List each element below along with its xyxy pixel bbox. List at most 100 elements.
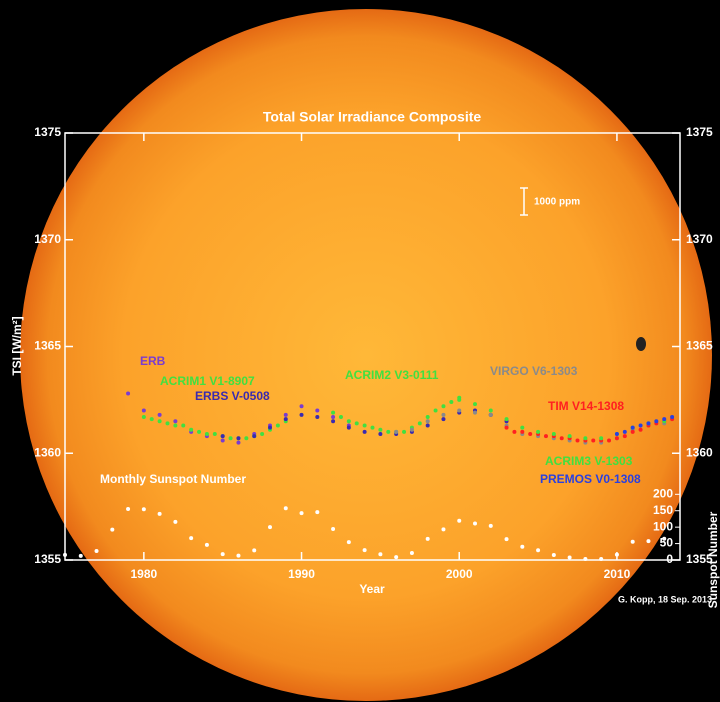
data-point — [638, 427, 643, 432]
data-point — [599, 556, 604, 561]
data-point — [536, 548, 541, 553]
data-point — [457, 408, 462, 413]
data-point — [94, 548, 99, 553]
data-point — [630, 539, 635, 544]
data-point — [528, 432, 533, 437]
data-point — [126, 506, 131, 511]
series-label: TIM V14-1308 — [548, 399, 624, 413]
y-tick-label: 1370 — [34, 232, 61, 246]
series-label: ACRIM1 V1-8907 — [160, 374, 255, 388]
data-point — [204, 542, 209, 547]
data-point — [181, 423, 186, 428]
data-point — [157, 419, 162, 424]
data-point — [141, 507, 146, 512]
data-point — [488, 408, 493, 413]
data-point — [520, 425, 525, 430]
data-point — [457, 397, 462, 402]
x-tick-label: 2010 — [604, 567, 631, 581]
sun-disk — [20, 9, 712, 701]
y-tick-label: 1365 — [34, 339, 61, 353]
data-point — [173, 423, 178, 428]
y2-tick-label: 0 — [666, 552, 673, 566]
data-point — [394, 555, 399, 560]
data-point — [331, 414, 336, 419]
data-point — [567, 555, 572, 560]
data-point — [141, 408, 146, 413]
data-point — [212, 432, 217, 437]
data-point — [670, 414, 675, 419]
data-point — [268, 525, 272, 530]
data-point — [473, 402, 477, 407]
series-label: ACRIM2 V3-0111 — [345, 368, 439, 382]
data-point — [662, 536, 667, 541]
data-point — [362, 423, 367, 428]
data-point — [504, 425, 509, 430]
data-point — [488, 523, 493, 528]
data-point — [654, 419, 659, 424]
data-point — [441, 417, 446, 422]
data-point — [236, 436, 241, 441]
data-point — [441, 404, 446, 409]
data-point — [362, 548, 367, 553]
data-point — [433, 408, 438, 413]
data-point — [110, 527, 115, 532]
data-point — [173, 419, 178, 424]
data-point — [331, 419, 336, 424]
data-point — [157, 412, 162, 417]
data-point — [228, 436, 233, 441]
data-point — [402, 429, 407, 434]
data-point — [614, 552, 619, 557]
data-point — [394, 429, 399, 434]
data-point — [409, 550, 414, 555]
y2-axis-label: Sunspot Number — [706, 511, 720, 608]
data-point — [583, 436, 588, 441]
y-tick-label-right: 1365 — [686, 339, 713, 353]
x-tick-label: 1990 — [288, 567, 315, 581]
data-point — [354, 421, 359, 426]
data-point — [662, 417, 667, 422]
data-point — [614, 432, 619, 437]
y-tick-label-right: 1375 — [686, 125, 713, 139]
series-label: VIRGO V6-1303 — [490, 364, 578, 378]
data-point — [346, 540, 351, 545]
series-label: ERB — [140, 354, 166, 368]
x-tick-label: 1980 — [130, 567, 157, 581]
data-point — [299, 404, 304, 409]
data-point — [141, 414, 146, 419]
y-tick-label-right: 1360 — [686, 445, 713, 459]
data-point — [607, 438, 612, 443]
series-label: PREMOS V0-1308 — [540, 472, 641, 486]
x-tick-label: 2000 — [446, 567, 473, 581]
data-point — [338, 414, 343, 419]
sunspot-image — [636, 337, 646, 351]
data-point — [417, 421, 422, 426]
y-tick-label: 1360 — [34, 445, 61, 459]
data-point — [346, 419, 351, 424]
data-point — [165, 421, 170, 426]
data-point — [449, 400, 454, 405]
data-point — [520, 544, 525, 549]
data-point — [425, 536, 430, 541]
annotation: Monthly Sunspot Number — [100, 472, 246, 486]
annotation: G. Kopp, 18 Sep. 2013 — [618, 594, 712, 604]
chart-title: Total Solar Irradiance Composite — [263, 109, 482, 125]
data-point — [315, 510, 320, 515]
data-point — [551, 553, 556, 558]
data-point — [189, 536, 194, 541]
data-point — [473, 410, 477, 415]
data-point — [236, 553, 241, 558]
data-point — [315, 414, 320, 419]
data-point — [622, 429, 627, 434]
data-point — [283, 417, 288, 422]
data-point — [63, 552, 67, 557]
data-point — [78, 553, 83, 558]
data-point — [425, 414, 430, 419]
data-point — [378, 427, 383, 432]
data-point — [331, 527, 336, 532]
data-point — [567, 434, 572, 439]
y-tick-label-right: 1355 — [686, 552, 713, 566]
data-point — [275, 423, 280, 428]
data-point — [441, 412, 446, 417]
